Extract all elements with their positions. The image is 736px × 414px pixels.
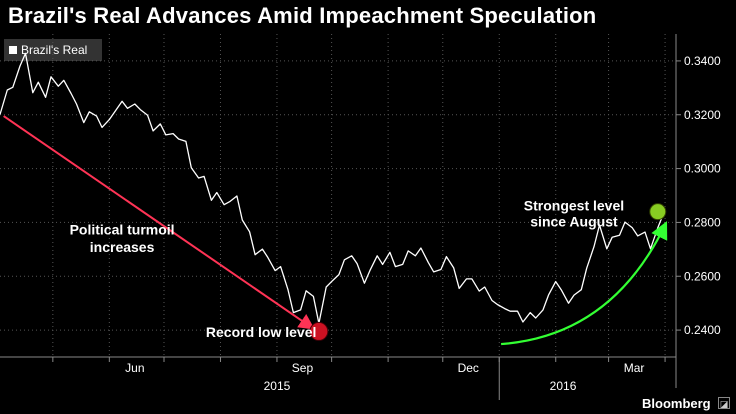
- y-tick-label: 0.2600: [684, 269, 721, 283]
- y-tick-label: 0.2800: [684, 215, 721, 229]
- x-tick-label: Jun: [125, 361, 144, 375]
- up-curve-arrow: [500, 221, 668, 346]
- annotation-text: increases: [90, 239, 155, 255]
- strongest-level-marker: [649, 203, 667, 221]
- year-label: 2015: [264, 379, 291, 393]
- year-label: 2016: [550, 379, 577, 393]
- x-tick-label: Mar: [624, 361, 645, 375]
- y-tick-label: 0.3000: [684, 162, 721, 176]
- legend-label: Brazil's Real: [21, 43, 88, 57]
- y-tick-label: 0.2400: [684, 323, 721, 337]
- annotation-text: Strongest level: [524, 197, 624, 213]
- brand-logo: Bloomberg: [642, 396, 711, 411]
- y-tick-label: 0.3200: [684, 108, 721, 122]
- chart-title: Brazil's Real Advances Amid Impeachment …: [8, 3, 597, 28]
- down-arrow: [3, 115, 315, 330]
- x-tick-label: Sep: [292, 361, 314, 375]
- record-low-marker: [309, 321, 329, 341]
- x-tick-label: Dec: [458, 361, 479, 375]
- y-tick-label: 0.3400: [684, 54, 721, 68]
- graph-icon[interactable]: ◪: [718, 397, 730, 409]
- legend-swatch: [9, 45, 17, 54]
- annotation-text: Political turmoil: [70, 222, 175, 238]
- annotation-text: Record low level: [206, 324, 316, 340]
- annotation-text: since August: [530, 213, 618, 229]
- series-line: [0, 52, 664, 325]
